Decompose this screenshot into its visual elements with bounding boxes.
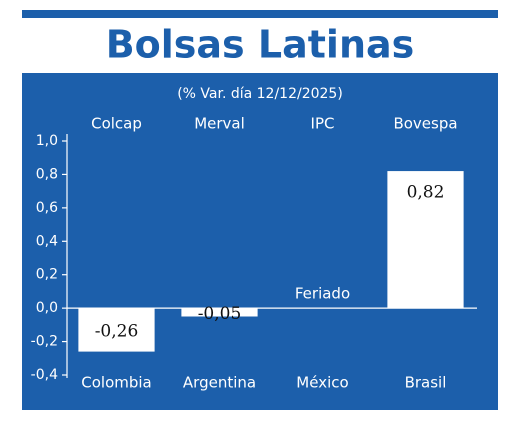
chart-title: Bolsas Latinas xyxy=(106,23,415,67)
x-tick-label: Argentina xyxy=(183,374,256,392)
x-tick-label: Colombia xyxy=(81,374,152,392)
index-name: Colcap xyxy=(91,115,142,133)
y-tick-label: -0,2 xyxy=(31,334,58,350)
y-tick-label: 0,4 xyxy=(36,233,58,249)
chart-subtitle: (% Var. día 12/12/2025) xyxy=(177,86,343,102)
title-box xyxy=(22,18,498,73)
value-label: 0,82 xyxy=(407,183,445,203)
y-tick-label: 0,0 xyxy=(36,300,58,316)
index-name: IPC xyxy=(311,115,335,133)
x-tick-label: Brasil xyxy=(405,374,447,392)
y-tick-label: 0,6 xyxy=(36,200,58,216)
y-tick-label: 0,2 xyxy=(36,267,58,283)
value-label: -0,26 xyxy=(95,321,139,341)
bar xyxy=(181,308,258,317)
value-label: -0,05 xyxy=(198,304,242,324)
annotation: Feriado xyxy=(295,285,350,303)
y-tick-label: 0,8 xyxy=(36,166,58,182)
y-tick-label: -0,4 xyxy=(31,367,58,383)
bar xyxy=(387,171,464,309)
y-tick-label: 1,0 xyxy=(36,133,58,149)
x-tick-label: México xyxy=(296,374,348,392)
bar xyxy=(78,308,155,352)
index-name: Merval xyxy=(194,115,245,133)
index-name: Bovespa xyxy=(393,115,457,133)
